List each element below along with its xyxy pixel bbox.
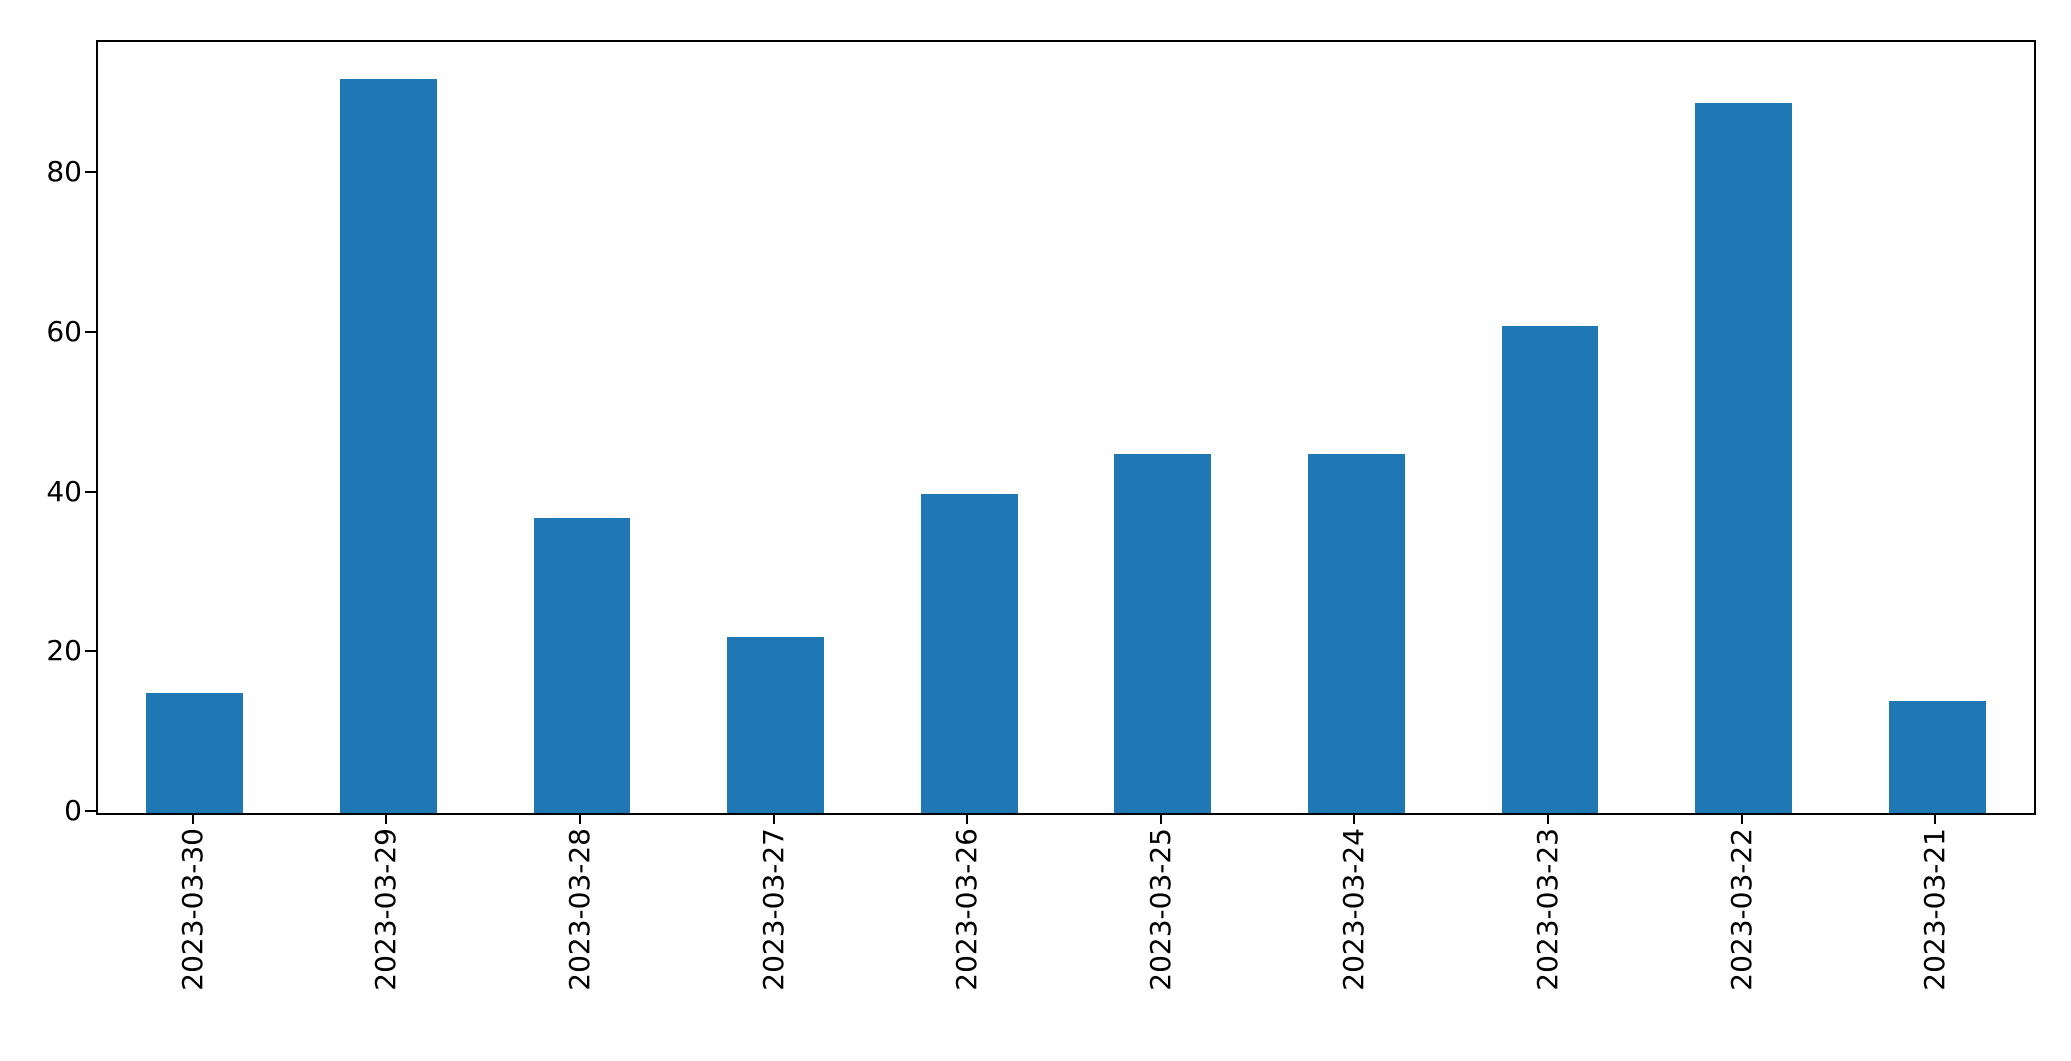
plot-area — [96, 40, 2036, 815]
x-tick-label-2023-03-25: 2023-03-25 — [1143, 828, 1177, 991]
x-tick-mark-2023-03-30 — [191, 813, 194, 824]
y-tick-label-0: 0 — [64, 794, 82, 827]
bar-2023-03-30 — [146, 693, 244, 813]
bar-2023-03-27 — [727, 637, 824, 813]
x-tick-label-2023-03-27: 2023-03-27 — [756, 828, 790, 991]
y-tick-mark-40 — [85, 490, 96, 493]
x-tick-label-2023-03-28: 2023-03-28 — [563, 828, 596, 991]
y-tick-mark-60 — [85, 331, 96, 334]
y-tick-label-60: 60 — [46, 315, 82, 349]
y-tick-label-20: 20 — [46, 634, 82, 668]
y-tick-mark-80 — [85, 171, 96, 174]
x-tick-label-2023-03-23: 2023-03-23 — [1531, 828, 1564, 991]
x-tick-label-2023-03-26: 2023-03-26 — [950, 828, 984, 991]
y-tick-mark-0 — [85, 810, 96, 812]
x-tick-label-2023-03-29: 2023-03-29 — [369, 828, 403, 991]
bar-2023-03-29 — [340, 78, 437, 813]
x-tick-mark-2023-03-24 — [1353, 813, 1356, 824]
y-tick-label-40: 40 — [46, 474, 82, 508]
y-tick-label-80: 80 — [46, 155, 82, 189]
x-tick-label-2023-03-30: 2023-03-30 — [175, 828, 209, 991]
x-tick-mark-2023-03-25 — [1159, 813, 1162, 824]
x-tick-mark-2023-03-21 — [1934, 813, 1937, 824]
bar-2023-03-22 — [1695, 102, 1792, 813]
x-tick-mark-2023-03-29 — [385, 813, 388, 824]
x-tick-label-2023-03-24: 2023-03-24 — [1337, 828, 1371, 991]
bar-2023-03-23 — [1501, 326, 1599, 813]
x-tick-mark-2023-03-26 — [966, 813, 969, 824]
bar-2023-03-28 — [533, 517, 631, 813]
x-tick-mark-2023-03-23 — [1547, 813, 1549, 824]
bar-2023-03-24 — [1308, 453, 1405, 813]
bar-2023-03-25 — [1114, 453, 1212, 813]
x-tick-mark-2023-03-27 — [772, 813, 775, 824]
bar-2023-03-21 — [1888, 701, 1986, 813]
bar-2023-03-26 — [920, 493, 1018, 813]
x-tick-label-2023-03-22: 2023-03-22 — [1724, 828, 1758, 991]
y-tick-mark-20 — [85, 650, 96, 653]
x-tick-mark-2023-03-22 — [1740, 813, 1743, 824]
x-tick-label-2023-03-21: 2023-03-21 — [1918, 828, 1952, 991]
x-tick-mark-2023-03-28 — [579, 813, 581, 824]
